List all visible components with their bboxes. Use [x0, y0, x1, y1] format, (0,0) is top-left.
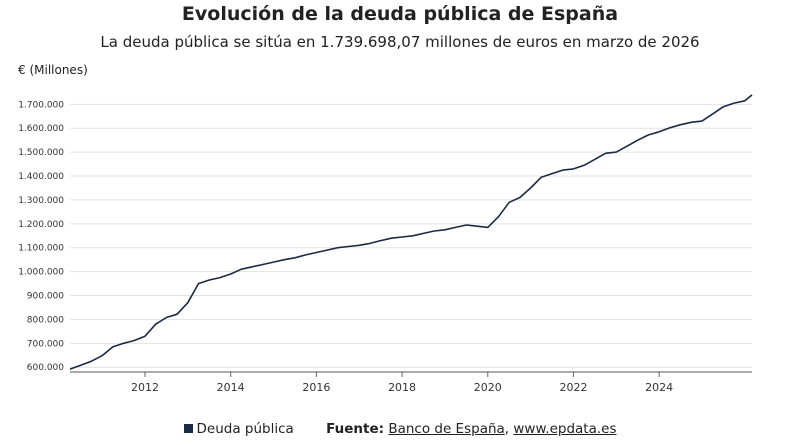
y-tick-label: 1.100.000 — [18, 244, 64, 254]
y-axis-ticks: 600.000 700.000 800.000 900.000 1.000.000 1.1… — [18, 100, 64, 373]
legend-label: Deuda pública — [196, 421, 294, 437]
y-tick-label: 600.000 — [27, 363, 64, 373]
y-tick-label: 1.300.000 — [18, 196, 64, 206]
x-axis-ticks: 2012 2014 2016 2018 2020 2022 2024 — [131, 372, 673, 394]
y-axis-label: € (Millones) — [18, 63, 88, 77]
y-tick-label: 1.400.000 — [18, 172, 64, 182]
legend-swatch — [183, 424, 193, 433]
source-separator: , — [504, 421, 510, 437]
source-label: Fuente: — [326, 421, 385, 437]
y-tick-label: 1.600.000 — [18, 124, 64, 134]
chart-footer: Deuda pública Fuente: Banco de España, w… — [0, 421, 800, 437]
source-link-banco[interactable]: Banco de España — [388, 421, 505, 437]
y-tick-label: 1.700.000 — [18, 100, 64, 110]
x-tick-label: 2012 — [131, 381, 159, 394]
x-tick-label: 2020 — [474, 381, 502, 394]
x-tick-label: 2016 — [302, 381, 330, 394]
legend-item[interactable]: Deuda pública — [183, 421, 294, 437]
x-tick-label: 2022 — [559, 381, 587, 394]
chart-title: Evolución de la deuda pública de España — [181, 3, 619, 25]
series-line-deuda-publica[interactable] — [69, 94, 753, 370]
x-tick-label: 2018 — [388, 381, 416, 394]
chart-subtitle: La deuda pública se sitúa en 1.739.698,0… — [100, 33, 700, 51]
source-link-epdata[interactable]: www.epdata.es — [513, 421, 617, 437]
y-tick-label: 900.000 — [27, 292, 64, 302]
x-tick-label: 2024 — [645, 381, 673, 394]
y-tick-label: 1.000.000 — [18, 268, 64, 278]
y-tick-label: 1.500.000 — [18, 148, 64, 158]
y-tick-label: 800.000 — [27, 315, 64, 325]
grid-lines — [70, 103, 752, 368]
series-group — [69, 94, 753, 370]
y-tick-label: 1.200.000 — [18, 220, 64, 230]
x-tick-label: 2014 — [217, 381, 245, 394]
y-tick-label: 700.000 — [27, 339, 64, 349]
